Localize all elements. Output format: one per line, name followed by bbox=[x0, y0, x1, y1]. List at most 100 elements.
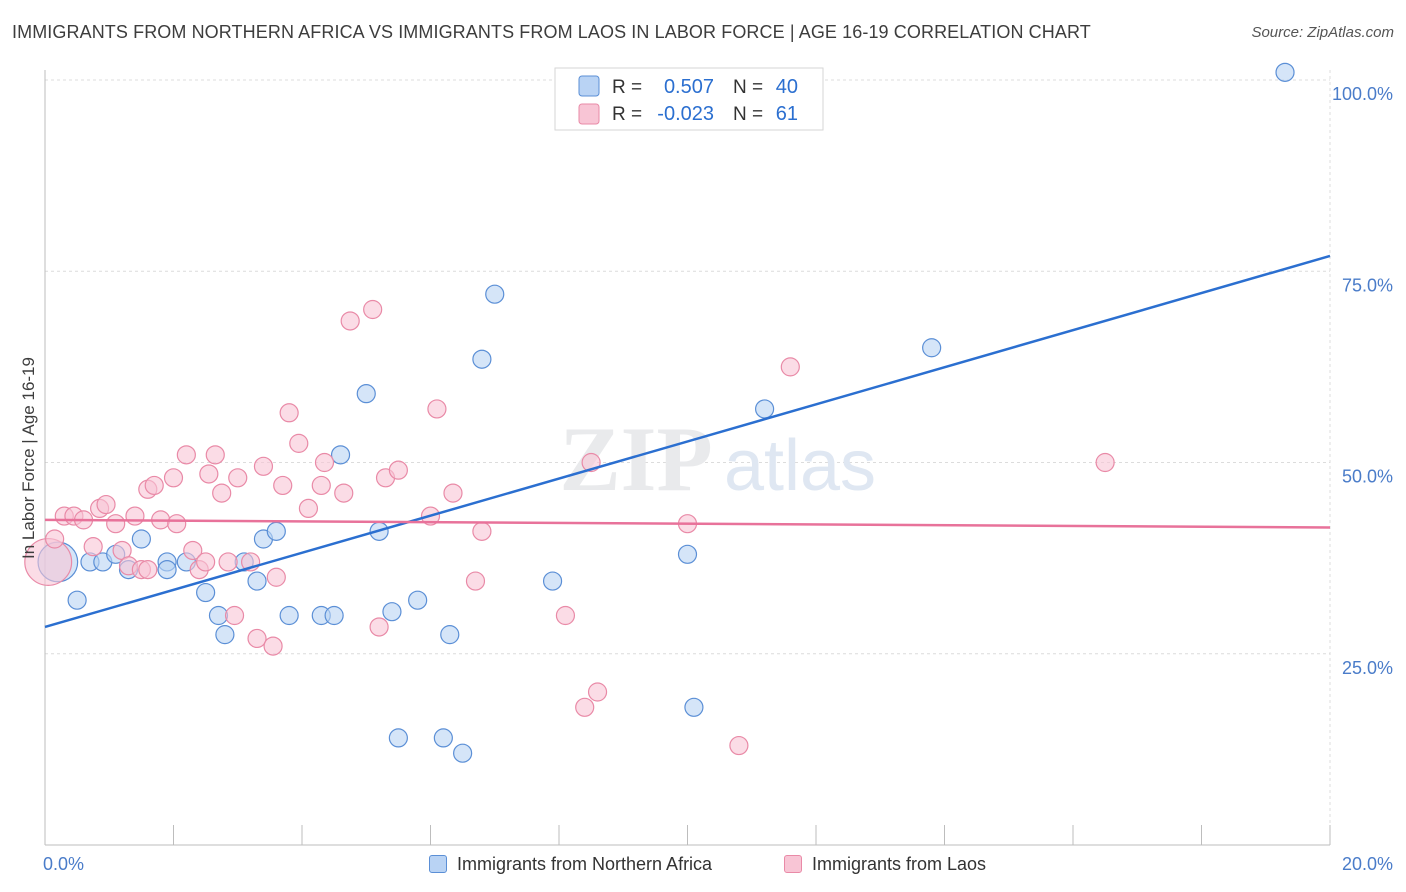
point-pink-5 bbox=[83, 537, 103, 557]
point-pink-51 bbox=[555, 605, 576, 626]
point-pink-38 bbox=[311, 475, 331, 496]
point-pink-7 bbox=[96, 494, 116, 515]
watermark: ZIP atlas bbox=[559, 408, 876, 510]
y-axis-label: In Labor Force | Age 16-19 bbox=[19, 357, 38, 559]
point-pink-48 bbox=[443, 483, 463, 503]
point-pink-50 bbox=[472, 521, 492, 541]
legend-n-value-pink: 61 bbox=[776, 103, 798, 125]
watermark-atlas: atlas bbox=[724, 426, 876, 506]
point-pink-57 bbox=[780, 357, 800, 377]
point-pink-43 bbox=[369, 617, 389, 637]
point-pink-23 bbox=[199, 464, 219, 484]
point-blue-26 bbox=[433, 728, 453, 748]
point-pink-58 bbox=[1095, 452, 1115, 473]
y-tick-label-25: 25.0% bbox=[1342, 658, 1393, 678]
trendline-blue bbox=[44, 254, 1331, 629]
legend-r-value-blue: 0.507 bbox=[664, 76, 714, 98]
point-pink-33 bbox=[266, 567, 286, 587]
point-blue-21 bbox=[356, 384, 376, 404]
legend-swatch-blue bbox=[578, 75, 600, 97]
point-pink-41 bbox=[340, 311, 360, 331]
point-pink-1 bbox=[45, 529, 65, 549]
point-blue-32 bbox=[677, 544, 698, 564]
legend-entry-northern-africa: Immigrants from Northern Africa bbox=[429, 852, 712, 876]
point-pink-45 bbox=[388, 460, 408, 480]
point-pink-22 bbox=[196, 552, 216, 572]
legend-r-label-blue: R = bbox=[612, 77, 642, 98]
point-blue-23 bbox=[382, 602, 402, 622]
point-pink-39 bbox=[314, 452, 335, 473]
point-blue-34 bbox=[754, 399, 775, 419]
point-pink-35 bbox=[279, 403, 299, 423]
point-blue-10 bbox=[196, 582, 216, 603]
point-blue-17 bbox=[279, 605, 299, 626]
point-blue-20 bbox=[330, 445, 351, 465]
point-pink-28 bbox=[228, 468, 248, 488]
point-blue-6 bbox=[131, 529, 151, 549]
point-pink-37 bbox=[298, 498, 319, 518]
legend-swatch-northern-africa bbox=[429, 855, 447, 873]
point-blue-30 bbox=[485, 284, 505, 304]
point-blue-19 bbox=[324, 605, 344, 626]
point-pink-26 bbox=[218, 552, 238, 572]
legend-swatch-laos bbox=[784, 855, 802, 873]
point-blue-36 bbox=[1275, 62, 1295, 82]
point-pink-36 bbox=[289, 433, 309, 453]
point-pink-20 bbox=[183, 540, 203, 561]
point-pink-54 bbox=[587, 682, 608, 702]
point-blue-29 bbox=[472, 349, 492, 369]
point-blue-16 bbox=[266, 521, 286, 541]
point-blue-14 bbox=[247, 571, 267, 591]
x-tick-label-20: 20.0% bbox=[1342, 854, 1393, 874]
legend-box: R = 0.507 N = 40 R = -0.023 N = 61 bbox=[554, 67, 824, 131]
legend-r-label-pink: R = bbox=[612, 104, 642, 125]
point-pink-11 bbox=[125, 506, 145, 526]
y-tick-label-75: 75.0% bbox=[1342, 275, 1393, 295]
legend-n-value-blue: 40 bbox=[776, 76, 798, 98]
legend-label-northern-africa: Immigrants from Northern Africa bbox=[457, 853, 713, 874]
legend-swatch-pink bbox=[578, 103, 600, 125]
point-blue-25 bbox=[408, 590, 428, 610]
point-blue-1 bbox=[67, 590, 87, 610]
point-pink-25 bbox=[212, 483, 232, 503]
legend-box-frame bbox=[554, 67, 824, 131]
point-blue-24 bbox=[388, 728, 408, 748]
trend-layer bbox=[44, 254, 1331, 629]
point-blue-31 bbox=[542, 571, 563, 591]
axis-layer: 100.0% 75.0% 50.0% 25.0% 0.0% 20.0% bbox=[43, 70, 1393, 874]
chart-title: IMMIGRANTS FROM NORTHERN AFRICA VS IMMIG… bbox=[12, 22, 1091, 42]
point-blue-33 bbox=[684, 697, 704, 717]
point-blue-11 bbox=[208, 605, 229, 626]
point-blue-28 bbox=[453, 743, 473, 763]
point-pink-52 bbox=[575, 697, 595, 717]
trendline-pink bbox=[44, 518, 1331, 529]
legend-entry-laos: Immigrants from Laos bbox=[784, 852, 986, 876]
legend-label-laos: Immigrants from Laos bbox=[812, 853, 987, 874]
point-pink-49 bbox=[465, 571, 486, 591]
point-pink-13 bbox=[138, 559, 158, 580]
point-pink-32 bbox=[263, 636, 283, 656]
point-pink-42 bbox=[363, 299, 383, 320]
point-blue-35 bbox=[922, 338, 942, 358]
point-pink-27 bbox=[224, 605, 245, 626]
point-pink-15 bbox=[144, 475, 164, 496]
y-tick-label-50: 50.0% bbox=[1342, 467, 1393, 487]
point-pink-56 bbox=[729, 735, 749, 756]
legend-n-label-blue: N = bbox=[733, 77, 763, 98]
point-blue-27 bbox=[440, 625, 460, 645]
x-tick-label-0: 0.0% bbox=[43, 854, 84, 874]
chart-source: Source: ZipAtlas.com bbox=[1251, 24, 1394, 41]
point-pink-24 bbox=[205, 445, 225, 465]
y-tick-label-100: 100.0% bbox=[1332, 84, 1393, 104]
point-pink-34 bbox=[273, 475, 293, 496]
point-pink-18 bbox=[167, 514, 187, 534]
point-pink-17 bbox=[163, 468, 184, 488]
point-pink-47 bbox=[427, 399, 447, 419]
point-pink-40 bbox=[334, 483, 354, 503]
point-pink-31 bbox=[253, 456, 274, 476]
points-layer bbox=[24, 62, 1295, 763]
legend-r-value-pink: -0.023 bbox=[657, 103, 714, 125]
legend-n-label-pink: N = bbox=[733, 104, 763, 125]
point-pink-30 bbox=[247, 628, 267, 649]
